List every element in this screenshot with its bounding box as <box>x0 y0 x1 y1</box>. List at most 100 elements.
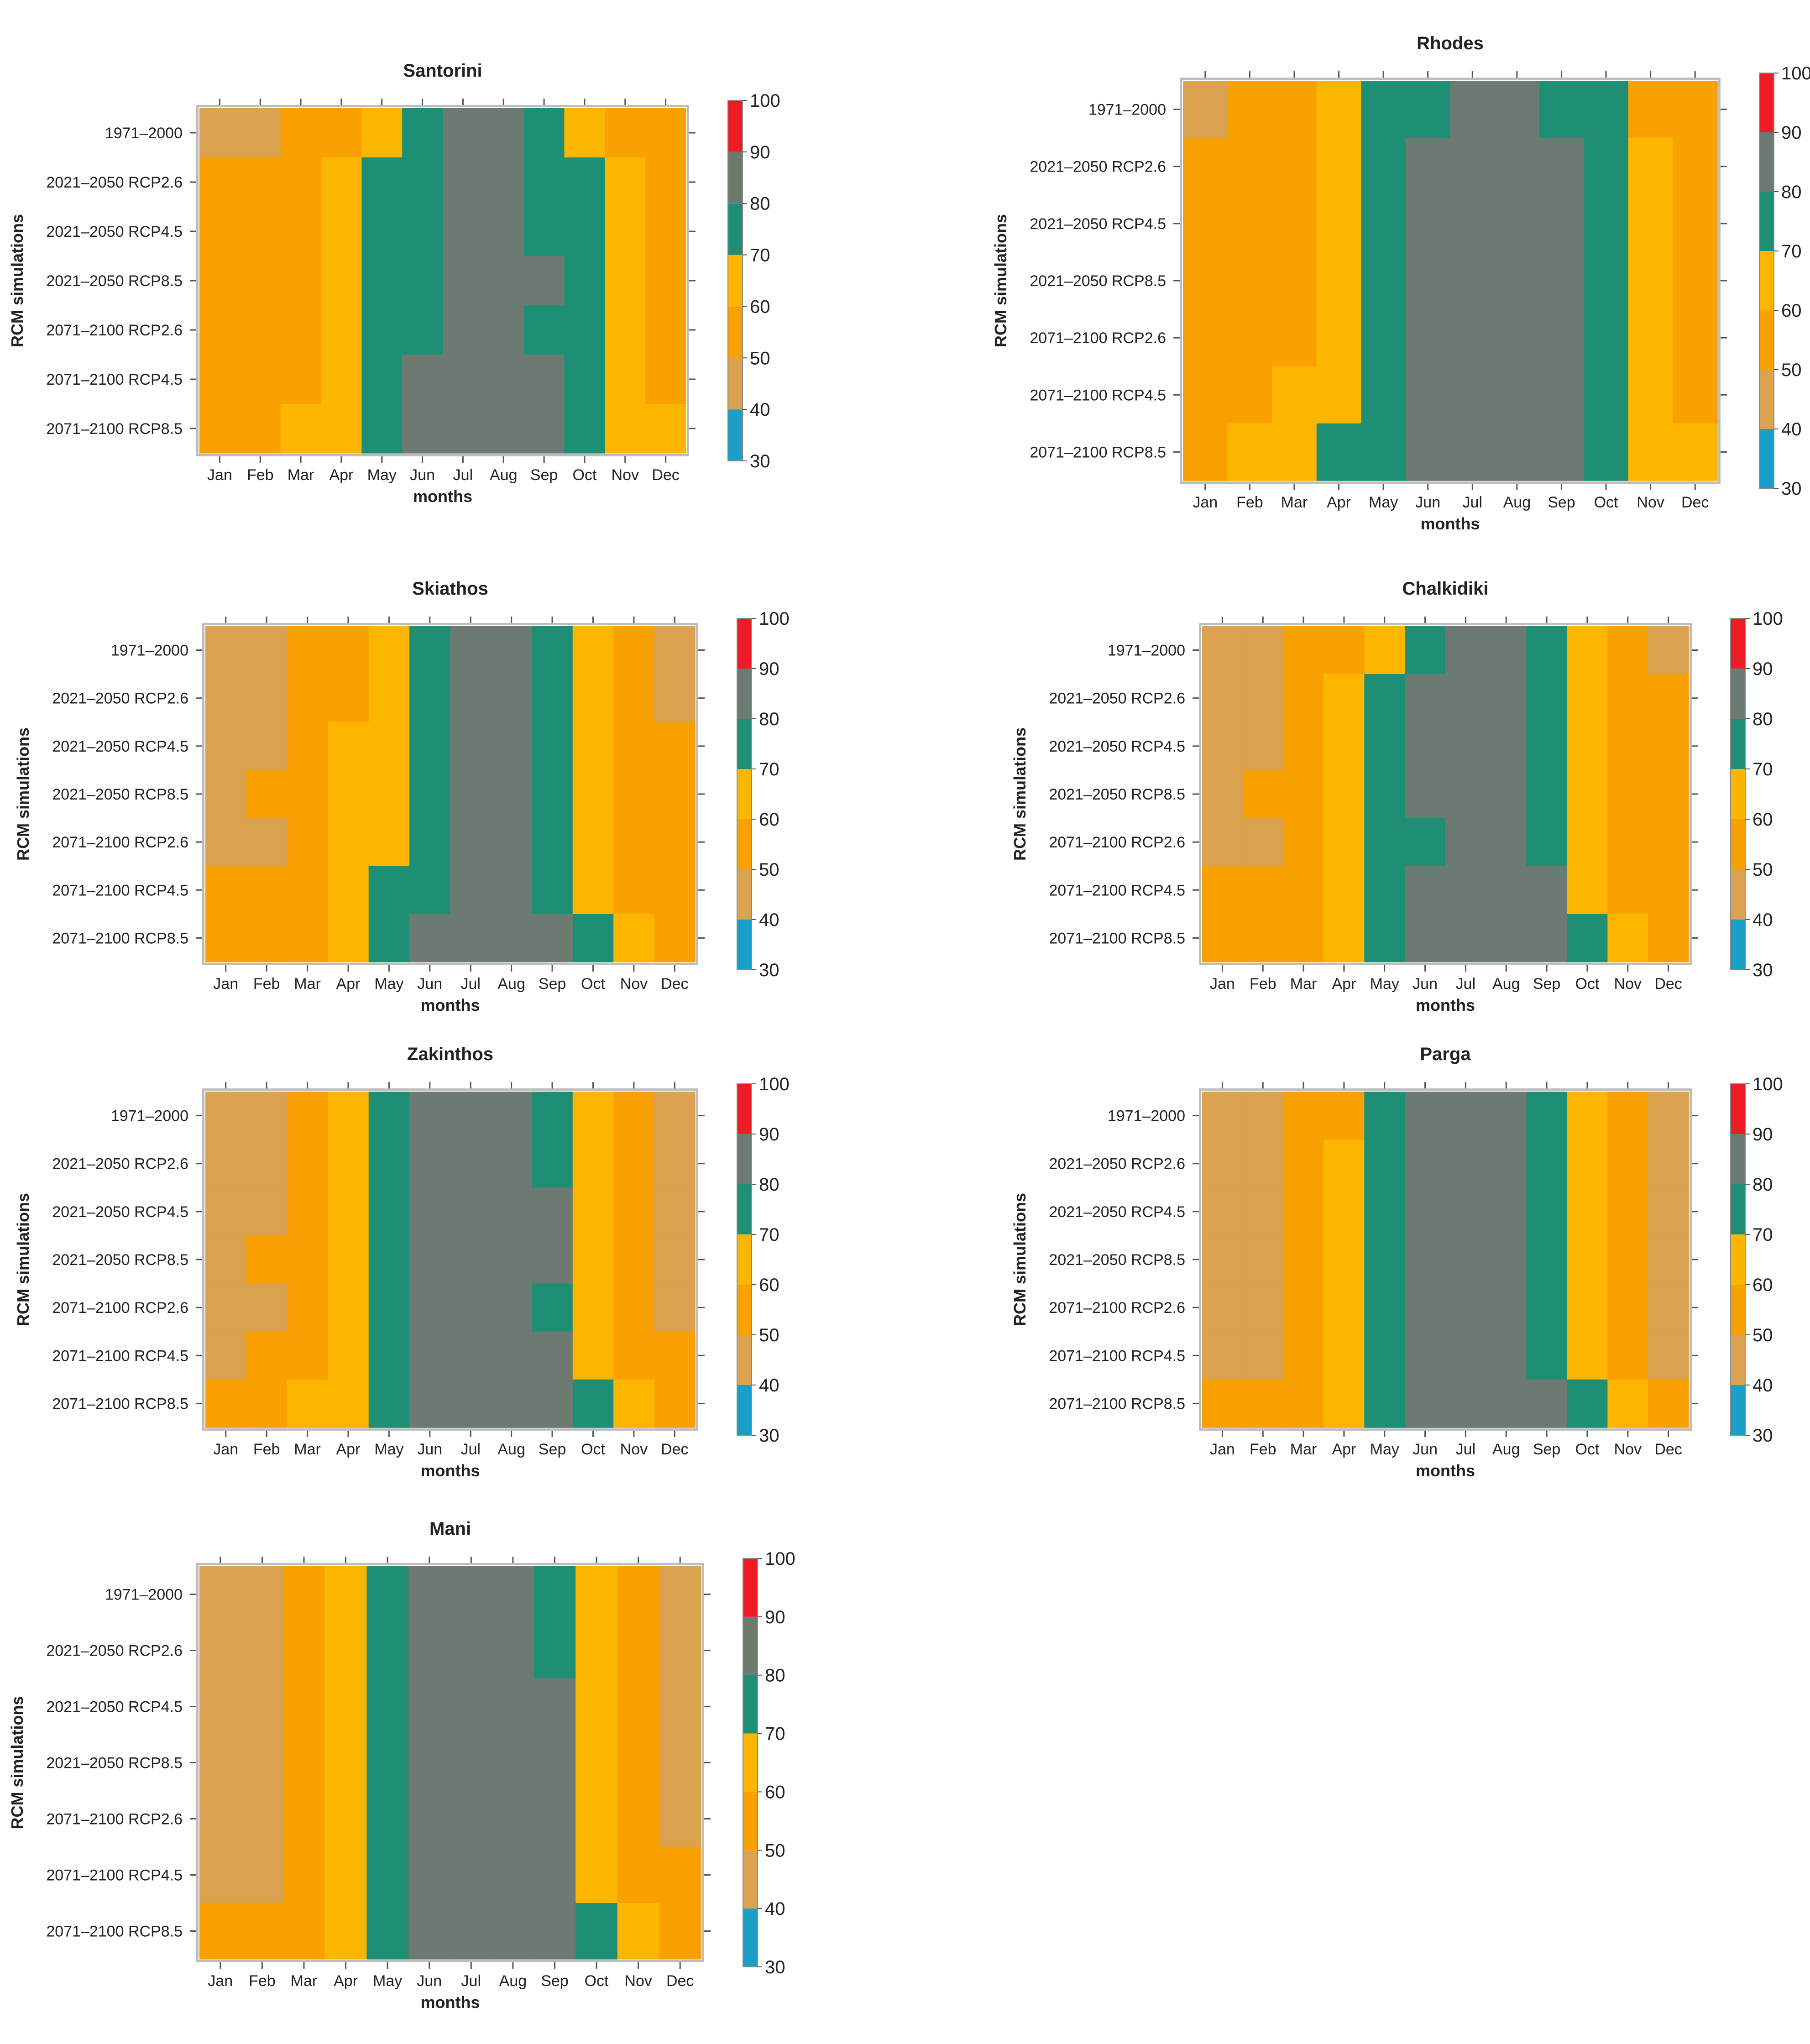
x-tick-label: Dec <box>1654 975 1682 993</box>
x-tick-label: Sep <box>1548 494 1575 511</box>
heatmap-cell <box>1283 1331 1324 1380</box>
heatmap-cell <box>572 1331 614 1380</box>
heatmap-cell <box>324 1847 367 1903</box>
heatmap-cell <box>1227 195 1272 253</box>
heatmap-cell <box>1405 818 1446 867</box>
heatmap-cell <box>1405 626 1446 674</box>
y-tick-label: 2071–2100 RCP4.5 <box>1030 387 1166 404</box>
heatmap-cell <box>199 108 241 158</box>
x-tick-label: May <box>374 975 403 993</box>
heatmap-cell <box>1242 1092 1284 1140</box>
heatmap-cell <box>1405 366 1451 424</box>
colorbar-bin <box>743 1792 758 1851</box>
colorbar-bin <box>737 1084 752 1134</box>
heatmap-cell <box>366 1903 409 1960</box>
heatmap-cell <box>564 157 606 207</box>
colorbar-tick-label: 100 <box>750 91 780 111</box>
heatmap-cell <box>1607 1092 1648 1140</box>
heatmap-cell <box>1607 1187 1648 1236</box>
colorbar-bin <box>1731 719 1745 769</box>
heatmap-cell <box>241 1903 283 1960</box>
heatmap-cell <box>613 1235 655 1284</box>
heatmap-cell <box>361 305 403 355</box>
heatmap-cell <box>321 404 362 454</box>
heatmap-cell <box>1445 1140 1486 1188</box>
colorbar-bin <box>1731 869 1745 920</box>
colorbar-tick-label: 90 <box>1752 1124 1773 1145</box>
colorbar: 30 40 50 60 70 80 90 100 <box>1730 1074 1783 1446</box>
heatmap-cell <box>1445 866 1486 915</box>
y-axis-label: RCM simulations <box>8 1696 26 1829</box>
heatmap-cell <box>1364 1092 1405 1140</box>
colorbar-tick-label: 60 <box>759 810 779 830</box>
heatmap-cell <box>483 207 524 256</box>
heatmap-cell <box>443 404 484 454</box>
heatmap-cell <box>287 1283 329 1332</box>
colorbar-tick-label: 80 <box>765 1666 785 1686</box>
heatmap-cell <box>240 404 281 454</box>
heatmap-cell <box>246 1283 288 1332</box>
heatmap-cell <box>1272 423 1317 481</box>
heatmap-panel-rhodes: Rhodes Jan Feb Mar Apr May Jun Jul Aug Sep Oct Nov D… <box>991 33 1810 533</box>
heatmap-cell <box>532 818 573 867</box>
heatmap-cell <box>361 256 403 306</box>
heatmap-cell <box>645 207 686 256</box>
heatmap-cell <box>534 1678 576 1735</box>
x-tick-label: Apr <box>1327 494 1351 511</box>
heatmap-cell <box>199 1847 242 1903</box>
colorbar-bin <box>737 769 752 819</box>
heatmap-cell <box>654 866 696 915</box>
heatmap-cell <box>409 1092 451 1140</box>
heatmap-cell <box>368 1379 410 1428</box>
heatmap-cell <box>1567 1092 1608 1140</box>
heatmap-panel-santorini: Santorini Jan Feb Mar Apr May Jun Jul Aug Sep Oct N… <box>8 61 780 506</box>
heatmap-cell <box>1486 818 1527 867</box>
heatmap-cell <box>654 626 696 674</box>
plot-frame <box>1199 1088 1692 1431</box>
heatmap-cell <box>1673 423 1718 481</box>
heatmap-cell <box>1495 195 1540 253</box>
heatmap-cell <box>1648 770 1689 819</box>
x-tick-label: Apr <box>329 466 353 484</box>
heatmap-cell <box>1323 1331 1365 1380</box>
heatmap-cell <box>534 1903 576 1960</box>
heatmap-panel-skiathos: Skiathos Jan Feb Mar Apr May Jun Jul Aug Sep Oct No… <box>14 579 790 1014</box>
heatmap-cell <box>321 256 362 306</box>
heatmap-cell <box>613 674 655 723</box>
heatmap-cell <box>1283 1092 1324 1140</box>
heatmap-cell <box>368 1283 410 1332</box>
heatmap-cell <box>1242 1379 1284 1428</box>
heatmap-cell <box>534 1791 576 1847</box>
x-tick-label: Feb <box>253 1441 280 1458</box>
x-axis-label: months <box>1421 514 1480 533</box>
heatmap-cell <box>283 1735 325 1791</box>
y-tick-label: 2071–2100 RCP2.6 <box>46 322 183 339</box>
x-tick-label: Oct <box>572 466 596 484</box>
heatmap-cell <box>1227 252 1272 310</box>
heatmap-cell <box>1486 1283 1527 1332</box>
heatmap-cell <box>1242 1331 1284 1380</box>
heatmap-cell <box>328 1331 369 1380</box>
y-tick-label: 2021–2050 RCP2.6 <box>52 1155 188 1173</box>
heatmap-cell <box>1405 81 1451 138</box>
heatmap-cell <box>1450 252 1495 310</box>
heatmap-cell <box>1539 252 1585 310</box>
heatmap-cell <box>1567 1140 1608 1188</box>
heatmap-cell <box>1445 770 1486 819</box>
heatmap-cell <box>1567 1187 1608 1236</box>
heatmap-cell <box>1202 626 1243 674</box>
heatmap-cell <box>572 1140 614 1188</box>
heatmap-cell <box>491 626 533 674</box>
y-tick-label: 2021–2050 RCP2.6 <box>1030 158 1166 176</box>
heatmap-cell <box>1316 309 1362 367</box>
heatmap-cell <box>287 674 329 723</box>
heatmap-cell <box>240 355 281 404</box>
heatmap-cell <box>613 866 655 915</box>
colorbar: 30 40 50 60 70 80 90 100 <box>737 609 790 980</box>
heatmap-cell <box>564 355 606 404</box>
x-tick-label: Sep <box>539 975 566 993</box>
heatmap-cell <box>492 1903 534 1960</box>
heatmap-cell <box>1316 423 1362 481</box>
heatmap-cell <box>654 1379 696 1428</box>
x-tick-label: May <box>1370 1441 1399 1458</box>
